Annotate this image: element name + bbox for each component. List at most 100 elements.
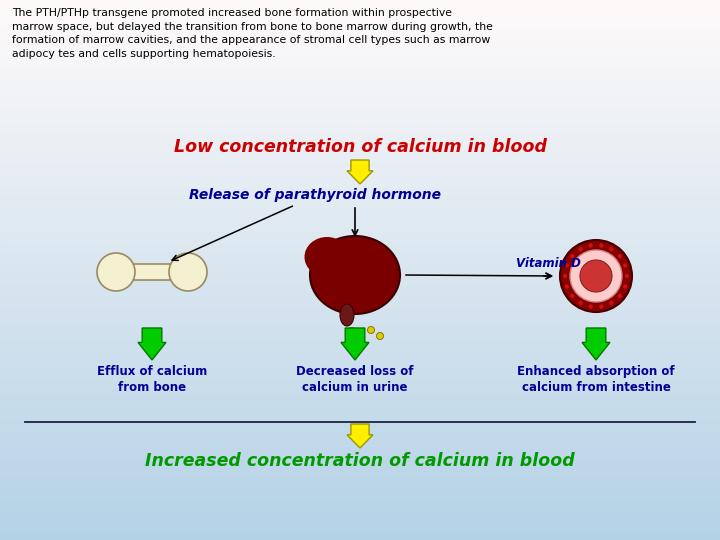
Bar [0,151,720,154]
Bar [0,216,720,219]
Bar [0,505,720,508]
Text: Release of parathyroid hormone: Release of parathyroid hormone [189,188,441,202]
Bar [0,470,720,472]
Bar [0,62,720,65]
Bar [0,443,720,445]
Bar [0,194,720,197]
Ellipse shape [305,237,349,277]
Bar [0,14,720,16]
Bar [0,78,720,81]
Bar [0,167,720,170]
Bar [0,208,720,211]
Bar [0,535,720,537]
Bar [0,138,720,140]
Bar [0,8,720,11]
Bar [0,227,720,229]
Bar [0,103,720,105]
Circle shape [560,240,632,312]
Bar [0,343,720,346]
Bar [0,24,720,27]
Bar [0,464,720,467]
Bar [0,446,720,448]
Bar [0,440,720,443]
Bar [0,537,720,540]
Circle shape [97,253,135,291]
Circle shape [367,327,374,334]
Bar [0,432,720,435]
Bar [0,289,720,292]
Bar [0,219,720,221]
Bar [0,424,720,427]
Bar [0,178,720,181]
Bar [0,273,720,275]
Bar [0,340,720,343]
Bar [0,84,720,86]
Bar [0,375,720,378]
Bar [0,362,720,364]
Bar [0,30,720,32]
Bar [0,189,720,192]
Bar [0,472,720,475]
Bar [0,176,720,178]
Bar [0,489,720,491]
Bar [0,165,720,167]
Bar [0,127,720,130]
Bar [0,68,720,70]
Bar [0,356,720,359]
Bar [0,116,720,119]
Polygon shape [138,328,166,360]
Bar [0,270,720,273]
Bar [0,351,720,354]
Polygon shape [582,328,610,360]
Circle shape [348,327,356,334]
Circle shape [570,250,622,302]
Bar [0,294,720,297]
Bar [0,437,720,440]
Bar [0,49,720,51]
Bar [0,467,720,470]
Text: Increased concentration of calcium in blood: Increased concentration of calcium in bl… [145,452,575,470]
Bar [0,526,720,529]
Circle shape [588,305,593,309]
Bar [0,140,720,143]
Bar [0,265,720,267]
Text: Low concentration of calcium in blood: Low concentration of calcium in blood [174,138,546,156]
Ellipse shape [340,304,354,326]
Bar [0,494,720,497]
Bar [0,243,720,246]
Bar [0,354,720,356]
Bar [0,284,720,286]
Bar [0,100,720,103]
Bar [0,286,720,289]
Bar [0,27,720,30]
Bar [0,192,720,194]
Bar [0,186,720,189]
Bar [0,86,720,89]
Bar [0,456,720,459]
Bar [0,373,720,375]
Circle shape [578,247,582,251]
Bar [0,108,720,111]
Bar [0,532,720,535]
Bar [0,154,720,157]
Bar [0,230,720,232]
Bar [0,510,720,513]
Bar [0,92,720,94]
Bar [0,119,720,122]
Bar [0,359,720,362]
Polygon shape [341,328,369,360]
Bar [0,321,720,324]
Bar [0,462,720,464]
Bar [0,181,720,184]
Bar [0,310,720,313]
Circle shape [625,274,629,278]
Circle shape [618,294,622,298]
Bar [0,19,720,22]
Circle shape [588,244,593,248]
Bar [0,57,720,59]
Bar [0,454,720,456]
Bar [0,159,720,162]
Bar [0,500,720,502]
Circle shape [570,294,575,298]
Bar [0,292,720,294]
